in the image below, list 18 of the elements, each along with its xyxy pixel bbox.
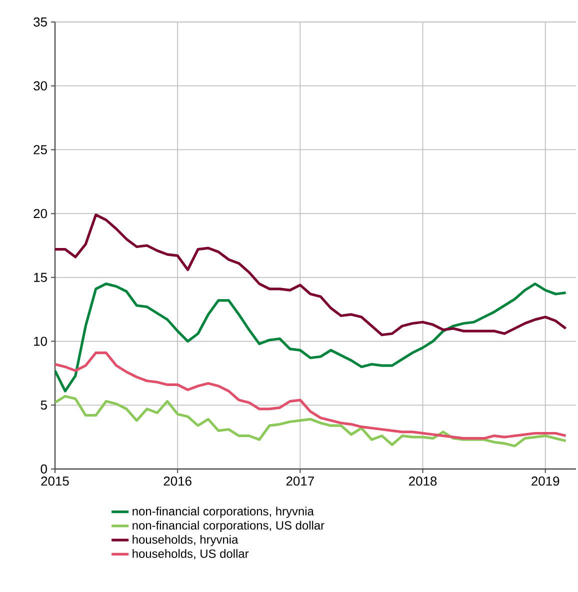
- y-tick-label: 20: [34, 208, 47, 218]
- x-tick-label: 2017: [286, 476, 314, 486]
- y-tick-label: 10: [34, 336, 47, 346]
- x-tick-label: 2019: [532, 476, 560, 486]
- line-series: [55, 282, 568, 392]
- y-tick-label: 5: [40, 400, 47, 410]
- y-tick-label: 35: [34, 17, 47, 27]
- legend-label: households, US dollar: [132, 549, 249, 560]
- x-tick-label: 2015: [41, 476, 69, 486]
- y-tick-label: 30: [34, 81, 47, 90]
- legend-label: households, hryvnia: [132, 534, 238, 546]
- y-tick-label: 15: [34, 272, 47, 282]
- legend-label: non-financial corporations, hryvnia: [132, 506, 314, 518]
- y-tick-label: 0: [40, 464, 47, 474]
- y-tick-label: 25: [34, 145, 47, 154]
- x-tick-label: 2016: [164, 476, 192, 486]
- x-tick-label: 2018: [409, 476, 437, 486]
- legend-label: non-financial corporations, US dollar: [132, 520, 324, 532]
